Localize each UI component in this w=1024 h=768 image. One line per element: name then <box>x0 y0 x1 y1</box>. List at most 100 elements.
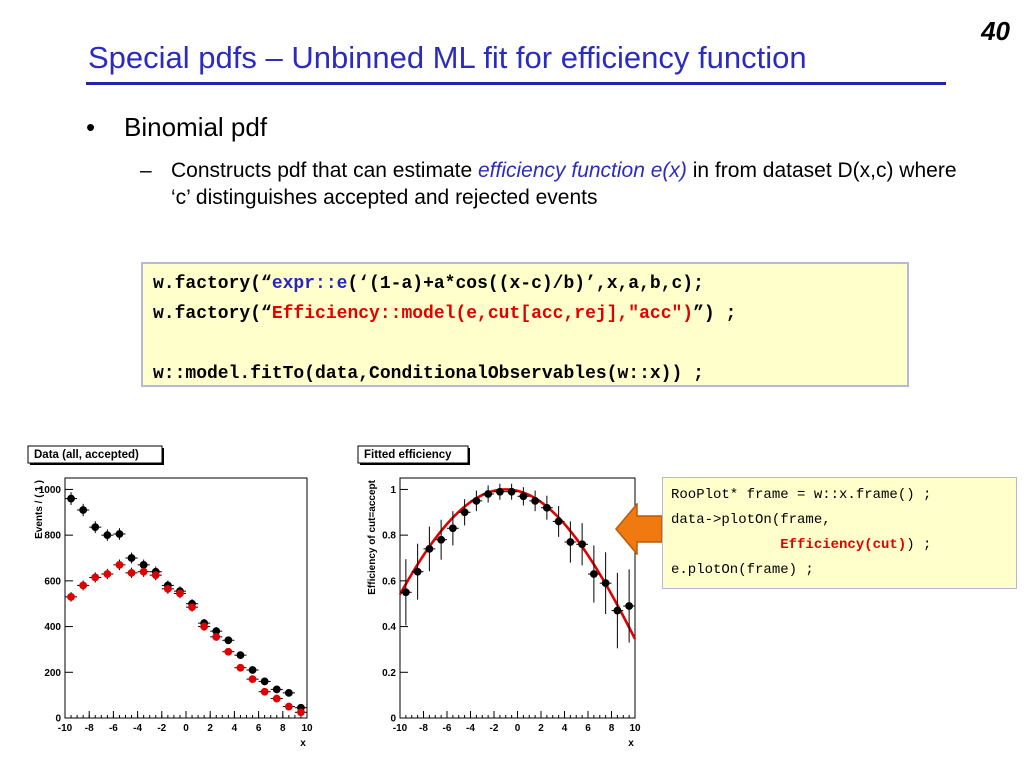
x-tick-label: -8 <box>419 723 428 734</box>
data-point <box>282 702 295 711</box>
data-point <box>294 708 307 717</box>
x-tick-label: 8 <box>609 723 615 734</box>
code-line-2-b: Efficiency::model(e,cut[acc,rej],"acc") <box>271 304 694 324</box>
data-point <box>541 495 553 520</box>
bullet-text: Binomial pdf <box>124 112 268 142</box>
marker <box>297 708 305 717</box>
marker <box>91 573 100 582</box>
y-tick-label: 200 <box>44 668 61 679</box>
data-point <box>494 483 506 500</box>
x-tick-label: -6 <box>109 723 118 734</box>
data-point <box>77 580 90 591</box>
sub-bullet-text: Constructs pdf that can estimate efficie… <box>171 157 960 211</box>
data-point <box>258 677 271 686</box>
data-point <box>270 685 283 694</box>
marker <box>507 487 516 496</box>
data-point <box>517 487 530 506</box>
x-tick-label: 10 <box>301 723 313 734</box>
marker <box>448 524 457 533</box>
data-point <box>101 568 114 580</box>
x-tick-label: 2 <box>207 723 213 734</box>
data-point <box>529 490 541 512</box>
marker <box>79 581 88 590</box>
marker <box>401 588 410 597</box>
data-point <box>423 526 436 572</box>
data-point <box>89 572 102 583</box>
chart-data-all-accepted: Data (all, accepted) -10 -8 -6 -4 -2 0 2 4 6 8 10 0 2… <box>27 445 313 749</box>
data-point <box>186 602 199 612</box>
chart-fitted-efficiency: Fitted efficiency -10 -8 -6 -4 -2 0 2 4 6 8 10 0 0.2 0… <box>357 445 641 749</box>
data-point <box>149 570 162 581</box>
sub-text-1: Constructs pdf that can estimate <box>171 159 478 182</box>
x-tick-label: -8 <box>85 723 94 734</box>
fit-curve <box>398 488 637 640</box>
x-tick-label: -10 <box>58 723 73 734</box>
x-tick-label: 8 <box>280 723 286 734</box>
data-point <box>599 552 612 614</box>
data-point <box>470 490 483 512</box>
marker <box>91 523 100 532</box>
data-point <box>623 569 635 643</box>
code-line-2-c: ”) ; <box>693 304 737 324</box>
data-point <box>400 559 412 626</box>
chart-title: Data (all, accepted) <box>34 449 139 461</box>
y-tick-label: 1 <box>390 485 396 496</box>
marker <box>139 567 148 576</box>
data-point <box>161 583 174 594</box>
x-tick-label: -6 <box>443 723 452 734</box>
marker <box>413 567 422 576</box>
marker <box>460 508 469 517</box>
rooplot-snippet: RooPlot* frame = w::x.frame() ; data->plo… <box>662 477 1017 589</box>
y-tick-label: 1000 <box>39 485 62 496</box>
x-tick-label: -2 <box>490 723 499 734</box>
snippet-line-2: data->plotOn(frame, <box>671 512 831 528</box>
slide-title: Special pdfs – Unbinned ML fit for effic… <box>88 40 807 75</box>
x-axis-label: x <box>628 738 634 749</box>
marker <box>284 702 293 711</box>
marker <box>248 666 257 674</box>
marker <box>613 606 622 615</box>
x-tick-label: -2 <box>157 723 166 734</box>
y-tick-label: 0.2 <box>382 668 396 679</box>
marker <box>163 584 172 593</box>
x-tick-label: 6 <box>585 723 591 734</box>
data-point <box>65 492 78 505</box>
x-tick-label: 6 <box>256 723 262 734</box>
data-point <box>258 687 271 696</box>
data-point <box>552 506 565 537</box>
marker <box>554 517 563 526</box>
data-point <box>125 552 138 564</box>
data-point <box>125 567 138 579</box>
data-point <box>198 622 211 631</box>
data-point <box>65 592 78 602</box>
marker <box>188 603 196 612</box>
marker <box>542 503 551 512</box>
y-tick-label: 0 <box>55 714 61 725</box>
data-point <box>113 559 126 571</box>
data-point <box>210 632 223 641</box>
y-axis-label: Efficiency of cut=accept <box>367 479 378 594</box>
code-line-3: w::model.fitTo(data,ConditionalObservabl… <box>153 364 704 384</box>
slide-number: 40 <box>981 16 1010 46</box>
bullet-binomial-pdf: • Binomial pdf <box>86 112 267 143</box>
marker <box>495 487 504 496</box>
sub-emphasis: efficiency function e(x) <box>477 159 687 182</box>
code-block: w.factory(“expr::e(‘(1-a)+a*cos((x-c)/b)… <box>141 262 909 387</box>
marker <box>115 530 124 538</box>
data-point <box>246 675 259 684</box>
x-tick-label: 10 <box>629 723 641 734</box>
data-point <box>173 588 186 599</box>
marker <box>115 560 124 569</box>
code-line-2: w.factory(“Efficiency::model(e,cut[acc,r… <box>153 299 897 329</box>
data-point <box>505 483 518 500</box>
data-point <box>222 636 235 645</box>
data-point <box>447 511 459 546</box>
y-tick-label: 0.4 <box>382 622 396 633</box>
marker <box>248 675 257 684</box>
marker <box>127 568 136 577</box>
arrow-left-icon <box>615 503 663 555</box>
code-line-1-a: w.factory(“ <box>153 274 272 294</box>
data-point <box>89 521 102 534</box>
marker <box>625 602 634 610</box>
x-tick-label: -4 <box>466 723 475 734</box>
